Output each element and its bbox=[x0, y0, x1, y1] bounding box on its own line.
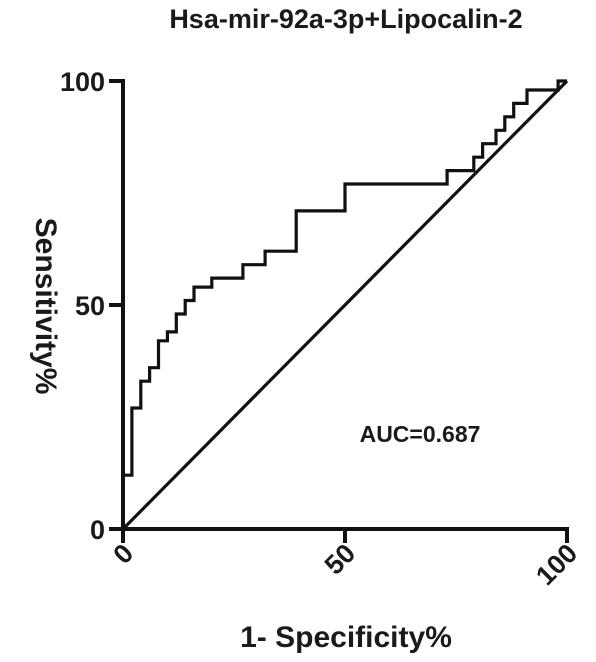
x-axis-label: 1- Specificity% bbox=[240, 621, 452, 654]
y-tick-label-0: 0 bbox=[90, 515, 105, 545]
y-tick-label-50: 50 bbox=[75, 291, 105, 321]
roc-curve-line bbox=[121, 79, 567, 529]
x-tick-label-100: 100 bbox=[530, 538, 583, 591]
x-axis-ticks: 0 50 100 bbox=[107, 529, 583, 591]
reference-diagonal-line bbox=[121, 79, 569, 531]
chart-title: Hsa-mir-92a-3p+Lipocalin-2 bbox=[169, 4, 522, 34]
y-axis-ticks: 0 50 100 bbox=[60, 67, 123, 545]
auc-annotation: AUC=0.687 bbox=[360, 421, 481, 447]
y-tick-label-100: 100 bbox=[60, 67, 105, 97]
y-axis-label: Sensitivity% bbox=[29, 218, 62, 395]
x-tick-label-50: 50 bbox=[319, 538, 361, 580]
